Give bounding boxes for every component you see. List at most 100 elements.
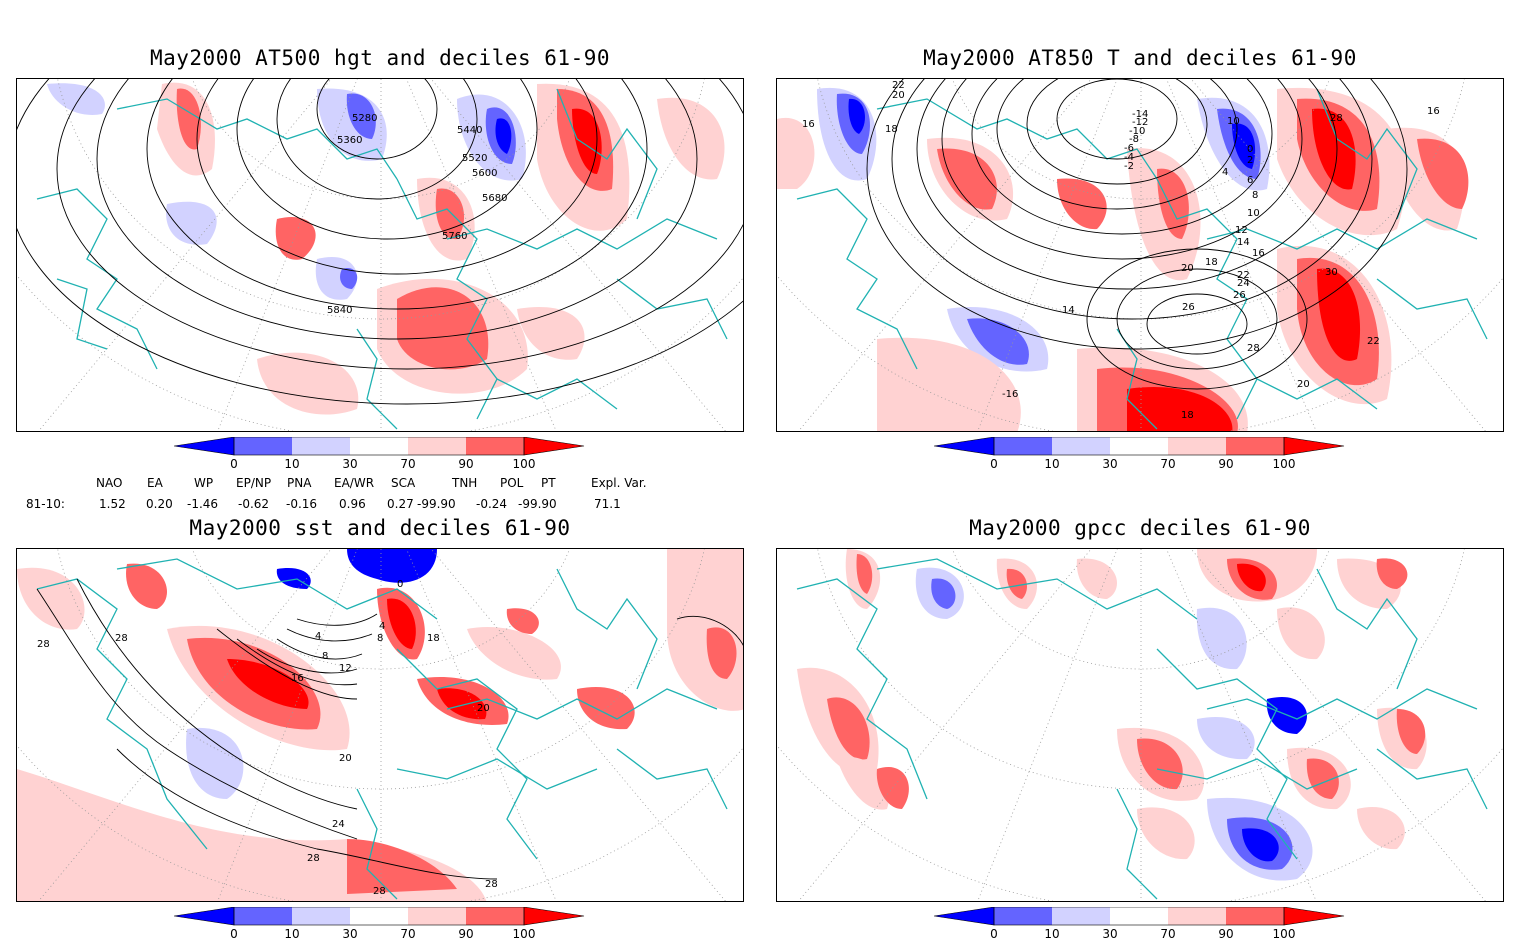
- contour-label: 5760: [442, 231, 467, 242]
- shading-layer: [17, 549, 743, 901]
- colorbar-label: 70: [400, 457, 415, 471]
- graticule: [777, 79, 1503, 431]
- index-value: 0.20: [146, 497, 173, 511]
- contour-label: 28: [1330, 113, 1343, 124]
- contour-label: -8: [1129, 134, 1139, 145]
- colorbar-cell: [466, 437, 524, 455]
- contour-label: 6: [1247, 175, 1253, 186]
- contour-label: 16: [1252, 248, 1265, 259]
- contour-label: 28: [115, 633, 128, 644]
- colorbar-label: 70: [400, 927, 415, 940]
- index-value: -0.16: [286, 497, 318, 511]
- contour-label: 10: [1227, 116, 1240, 127]
- colorbar-label: 90: [1218, 457, 1233, 471]
- index-header: PNA: [287, 476, 312, 490]
- contour-labels: 5280 5360 5440 5520 5600 5680 5760 5840: [327, 113, 507, 316]
- contour-label: 10: [1247, 208, 1260, 219]
- colorbar-cell: [524, 907, 584, 925]
- contour-label: 24: [1237, 278, 1250, 289]
- colorbar-label: 70: [1160, 927, 1175, 940]
- contour-label: 8: [377, 633, 383, 644]
- contour-label: -16: [1002, 389, 1018, 400]
- index-header: POL: [500, 476, 524, 490]
- contour-label: 4: [379, 621, 385, 632]
- contour-label: 14: [1237, 237, 1250, 248]
- colorbar-label: 100: [513, 927, 536, 940]
- colorbar-cell: [1168, 437, 1226, 455]
- index-value: -99.90: [417, 497, 456, 511]
- coastlines: [796, 88, 1488, 430]
- index-header: NAO: [96, 476, 123, 490]
- contour-label: 5280: [352, 113, 377, 124]
- panel-title-gpcc: May2000 gpcc deciles 61-90: [969, 516, 1311, 540]
- contour-label: 2: [1247, 155, 1253, 166]
- index-header: EP/NP: [236, 476, 272, 490]
- colorbar-cell: [1226, 437, 1284, 455]
- colorbar-cell: [1052, 437, 1110, 455]
- colorbar-label: 30: [1102, 457, 1117, 471]
- index-header: WP: [194, 476, 214, 490]
- coastlines: [36, 558, 728, 900]
- colorbar-cell: [994, 437, 1052, 455]
- index-value: 71.1: [594, 497, 621, 511]
- index-value: -0.62: [238, 497, 270, 511]
- colorbar-cell: [234, 437, 292, 455]
- index-row-label: 81-10:: [26, 497, 65, 511]
- contour-label: 5840: [327, 305, 352, 316]
- colorbar-label: 30: [342, 457, 357, 471]
- contour-label: 4: [1222, 167, 1228, 178]
- colorbar-cell: [1168, 907, 1226, 925]
- colorbar-cell: [1284, 437, 1344, 455]
- colorbar-gpcc: 0 10 30 70 90 100: [934, 907, 1345, 940]
- colorbar-cell: [1226, 907, 1284, 925]
- colorbar-label: 10: [1044, 457, 1059, 471]
- colorbar-label: 0: [230, 927, 238, 940]
- contour-label: -12: [1132, 117, 1148, 128]
- graticule: [17, 79, 743, 431]
- contour-label: 24: [332, 819, 345, 830]
- contour-label: -4: [1124, 152, 1134, 163]
- map-panel-sst: 28 28 0 4 8 12 16 4 8 18 20 20 24 28 28 …: [16, 548, 744, 902]
- colorbar-label: 10: [1044, 927, 1059, 940]
- colorbar-cell: [292, 437, 350, 455]
- index-value: 1.52: [99, 497, 126, 511]
- colorbar-label: 100: [1273, 457, 1296, 471]
- contour-label: 8: [1252, 190, 1258, 201]
- panel-title-sst: May2000 sst and deciles 61-90: [189, 516, 571, 540]
- contour-label: 28: [307, 853, 320, 864]
- contour-label: -6: [1124, 143, 1134, 154]
- contour-label: -10: [1129, 126, 1145, 137]
- contour-label: 26: [1182, 302, 1195, 313]
- index-value: -1.46: [187, 497, 219, 511]
- index-header: EA: [147, 476, 163, 490]
- colorbar-cell: [174, 907, 234, 925]
- contour-label: 28: [373, 886, 386, 897]
- contour-label: 26: [1233, 290, 1246, 301]
- colorbar-label: 30: [1102, 927, 1117, 940]
- contour-label: 16: [291, 673, 304, 684]
- contour-label: 0: [1247, 144, 1253, 155]
- contour-label: 0: [397, 579, 403, 590]
- contour-label: 12: [339, 663, 352, 674]
- colorbar-label: 100: [1273, 927, 1296, 940]
- contour-label: 16: [802, 119, 815, 130]
- colorbar-cell: [234, 907, 292, 925]
- panel-title-at850: May2000 AT850 T and deciles 61-90: [923, 46, 1357, 70]
- contour-label: 22: [1237, 270, 1250, 281]
- colorbar-label: 0: [990, 927, 998, 940]
- contour-label: 14: [1062, 305, 1075, 316]
- colorbar-cell: [934, 437, 994, 455]
- graticule: [777, 549, 1503, 901]
- index-value: -99.90: [518, 497, 557, 511]
- panel-title-at500: May2000 AT500 hgt and deciles 61-90: [149, 46, 610, 70]
- index-value: -0.24: [476, 497, 508, 511]
- contour-label: -2: [1124, 161, 1134, 172]
- map-canvas-at500: 5280 5360 5440 5520 5600 5680 5760 5840: [17, 79, 743, 431]
- colorbar-label: 0: [230, 457, 238, 471]
- contour-label: 5360: [337, 135, 362, 146]
- contour-label: 5520: [462, 153, 487, 164]
- map-panel-at850: 22 20 16 18 -14 -12 -10 -8 -6 -4 -2 0 2 …: [776, 78, 1504, 432]
- contour-label: 18: [1181, 410, 1194, 421]
- index-value: 0.27: [387, 497, 414, 511]
- shading-layer: [777, 87, 1469, 431]
